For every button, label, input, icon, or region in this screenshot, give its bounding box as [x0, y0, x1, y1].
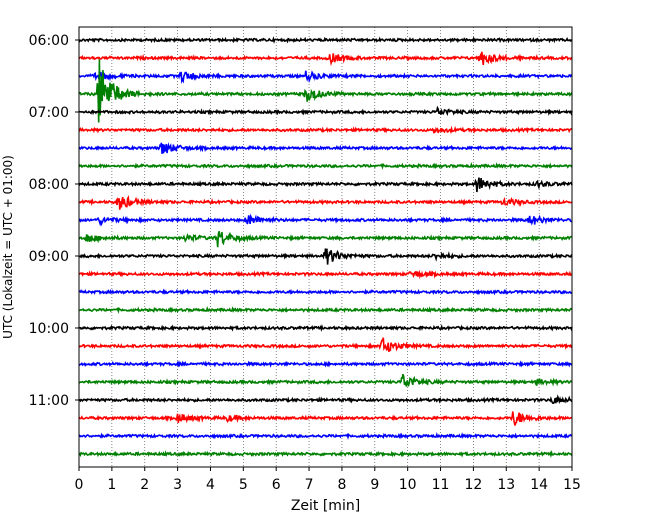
x-tick-label: 8: [337, 477, 346, 493]
trace-line: [78, 360, 573, 368]
trace-line: [78, 51, 573, 67]
x-tick-label: 3: [173, 477, 182, 493]
x-tick-label: 10: [399, 477, 417, 493]
trace-line: [78, 373, 573, 388]
trace-line: [78, 177, 573, 193]
y-tick-label: 08:00: [29, 177, 69, 193]
y-tick-label: 07:00: [29, 105, 69, 121]
trace-line: [78, 411, 573, 426]
x-tick-label: 4: [206, 477, 215, 493]
trace-line: [78, 161, 573, 170]
x-axis-ticks: 0 1 2 3 4 5 6 7 8 9 10 11 12 13 14 15: [75, 467, 581, 493]
trace-line: [78, 59, 573, 123]
trace-line: [78, 142, 573, 154]
plot-frame: [78, 26, 573, 468]
trace-line: [78, 248, 573, 265]
trace-line: [78, 323, 573, 332]
y-axis-ticks: 06:00 07:00 08:00 09:00 10:00 11:00: [29, 33, 79, 409]
x-tick-label: 12: [464, 477, 482, 493]
x-tick-label: 13: [497, 477, 515, 493]
x-tick-label: 14: [530, 477, 548, 493]
vertical-grid: [111, 27, 540, 467]
y-tick-label: 11:00: [29, 393, 69, 409]
x-tick-label: 6: [272, 477, 281, 493]
x-tick-label: 2: [140, 477, 149, 493]
trace-line: [78, 105, 573, 117]
trace-line: [78, 450, 573, 458]
x-tick-label: 7: [305, 477, 314, 493]
trace-line: [78, 305, 573, 315]
trace-line: [78, 288, 573, 296]
trace-line: [78, 337, 573, 352]
trace-line: [78, 394, 573, 405]
trace-group: [78, 36, 573, 458]
trace-line: [78, 431, 573, 441]
trace-line: [78, 125, 573, 135]
trace-line: [78, 230, 573, 248]
x-tick-label: 15: [563, 477, 581, 493]
x-tick-label: 1: [107, 477, 116, 493]
y-tick-label: 09:00: [29, 249, 69, 265]
x-tick-label: 11: [432, 477, 450, 493]
trace-line: [78, 213, 573, 227]
trace-line: [78, 36, 573, 44]
trace-line: [78, 194, 573, 210]
y-tick-label: 06:00: [29, 33, 69, 49]
x-axis-label: Zeit [min]: [291, 498, 360, 514]
y-axis-label: UTC (Lokalzeit = UTC + 01:00): [1, 155, 15, 339]
trace-line: [78, 269, 573, 280]
y-tick-label: 10:00: [29, 321, 69, 337]
trace-line: [78, 70, 573, 84]
x-tick-label: 0: [75, 477, 84, 493]
x-tick-label: 5: [239, 477, 248, 493]
x-tick-label: 9: [370, 477, 379, 493]
